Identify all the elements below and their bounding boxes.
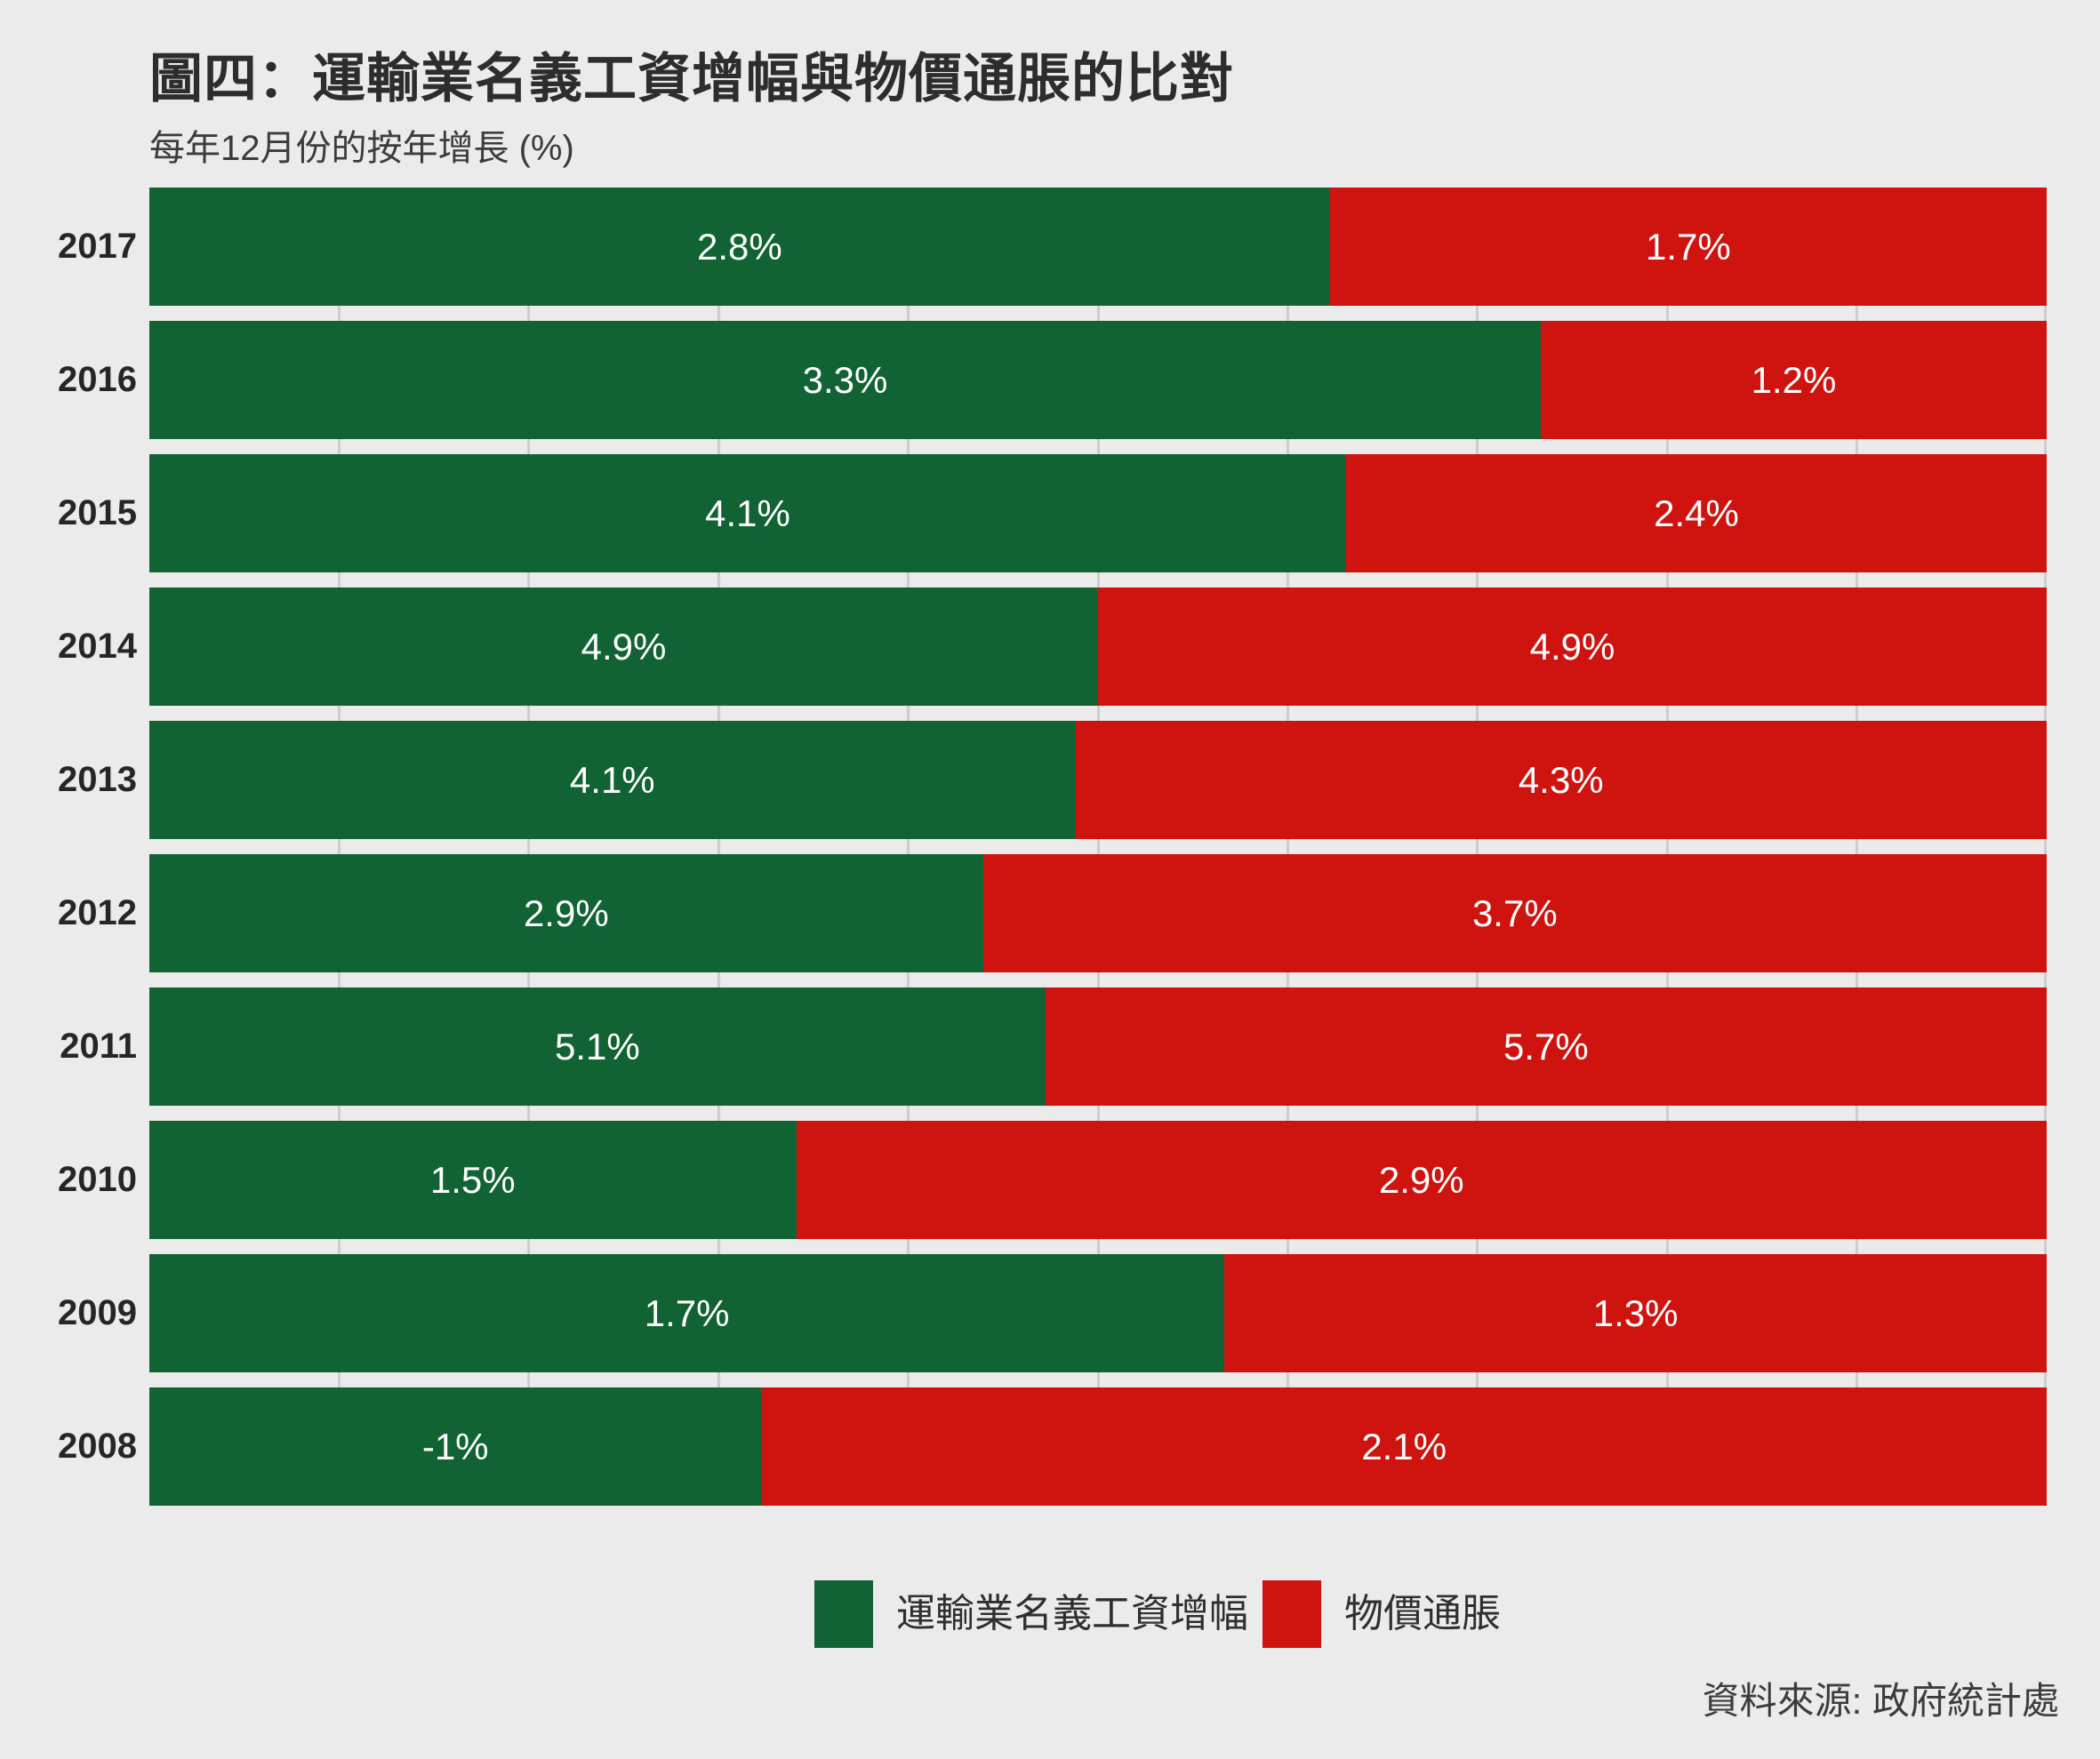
- inflation-value-label: 1.7%: [1646, 225, 1731, 268]
- chart-row: 2013 4.1% 4.3%: [0, 721, 2100, 839]
- bar-track: 2.8% 1.7%: [149, 188, 2047, 306]
- inflation-value-label: 2.1%: [1361, 1425, 1447, 1467]
- inflation-legend-swatch: [1262, 1580, 1321, 1648]
- year-label: 2009: [58, 1293, 137, 1332]
- wage-legend-label: 運輸業名義工資增幅: [896, 1592, 1248, 1635]
- chart-row: 2011 5.1% 5.7%: [0, 987, 2100, 1106]
- inflation-value-label: 2.9%: [1378, 1158, 1464, 1201]
- bar-track: 2.9% 3.7%: [149, 854, 2047, 972]
- inflation-bar-segment: 2.9%: [796, 1121, 2047, 1239]
- chart-row: 2008 -1% 2.1%: [0, 1387, 2100, 1506]
- chart-row: 2012 2.9% 3.7%: [0, 854, 2100, 972]
- page-title: 圖四：運輸業名義工資增幅與物價通脹的比對: [149, 49, 1234, 108]
- bar-track: 4.9% 4.9%: [149, 588, 2047, 706]
- inflation-value-label: 1.3%: [1592, 1291, 1679, 1334]
- wage-value-label: 1.7%: [644, 1291, 730, 1334]
- gridline: [717, 188, 720, 1506]
- wage-bar-segment: 5.1%: [149, 987, 1046, 1106]
- wage-bar-segment: 1.7%: [149, 1254, 1225, 1372]
- inflation-bar-segment: 1.7%: [1329, 188, 2047, 306]
- chart-row: 2015 4.1% 2.4%: [0, 454, 2100, 572]
- year-label: 2012: [58, 893, 137, 932]
- inflation-value-label: 4.3%: [1518, 758, 1604, 801]
- wage-bar-segment: 2.9%: [149, 854, 983, 972]
- wage-value-label: 4.9%: [581, 625, 667, 668]
- gridline: [1286, 188, 1289, 1506]
- inflation-bar-segment: 4.9%: [1098, 588, 2047, 706]
- chart-legend: 運輸業名義工資增幅 物價通脹: [814, 1580, 1501, 1648]
- wage-value-label: 1.5%: [429, 1158, 516, 1201]
- year-label: 2016: [58, 360, 137, 399]
- chart-row: 2010 1.5% 2.9%: [0, 1121, 2100, 1239]
- gridline: [2044, 188, 2047, 1506]
- chart-rows: 2017 2.8% 1.7% 2016 3.3% 1.2% 2015 4.1% 2.4% 2014…: [0, 188, 2100, 1521]
- wage-bar-segment: 2.8%: [149, 188, 1330, 306]
- chart-row: 2009 1.7% 1.3%: [0, 1254, 2100, 1372]
- legend-item-wage: 運輸業名義工資增幅: [814, 1580, 1248, 1648]
- year-label: 2010: [58, 1160, 137, 1199]
- bar-track: 1.7% 1.3%: [149, 1254, 2047, 1372]
- wage-bar-segment: 4.9%: [149, 588, 1098, 706]
- inflation-value-label: 5.7%: [1503, 1025, 1589, 1067]
- wage-legend-swatch: [814, 1580, 873, 1648]
- inflation-legend-label: 物價通脹: [1344, 1592, 1501, 1635]
- data-source-note: 資料來源: 政府統計處: [1702, 1680, 2059, 1722]
- inflation-bar-segment: 2.1%: [761, 1387, 2047, 1506]
- gridline-layer: [149, 188, 2047, 1506]
- bar-track: 5.1% 5.7%: [149, 987, 2047, 1106]
- year-label: 2011: [60, 1027, 137, 1066]
- wage-value-label: 4.1%: [705, 492, 790, 534]
- inflation-bar-segment: 3.7%: [982, 854, 2047, 972]
- inflation-value-label: 3.7%: [1471, 891, 1558, 934]
- chart-row: 2017 2.8% 1.7%: [0, 188, 2100, 306]
- wage-value-label: 5.1%: [554, 1025, 640, 1067]
- wage-bar-segment: 4.1%: [149, 454, 1347, 572]
- year-label: 2013: [58, 760, 137, 799]
- year-label: 2017: [58, 227, 137, 266]
- wage-value-label: 4.1%: [569, 758, 655, 801]
- wage-value-label: -1%: [421, 1425, 489, 1467]
- inflation-value-label: 4.9%: [1529, 625, 1615, 668]
- gridline: [907, 188, 910, 1506]
- wage-bar-segment: 4.1%: [149, 721, 1076, 839]
- wage-value-label: 2.8%: [697, 225, 782, 268]
- gridline: [527, 188, 531, 1506]
- bar-track: 4.1% 2.4%: [149, 454, 2047, 572]
- gridline: [1856, 188, 1859, 1506]
- wage-value-label: 2.9%: [523, 891, 609, 934]
- year-label: 2014: [58, 627, 137, 666]
- wage-bar-segment: 1.5%: [149, 1121, 797, 1239]
- inflation-bar-segment: 1.3%: [1224, 1254, 2047, 1372]
- gridline: [1096, 188, 1100, 1506]
- wage-bar-segment: 3.3%: [149, 321, 1541, 439]
- gridline: [337, 188, 341, 1506]
- legend-item-inflation: 物價通脹: [1262, 1580, 1501, 1648]
- wage-bar-segment: -1%: [149, 1387, 762, 1506]
- inflation-bar-segment: 2.4%: [1346, 454, 2047, 572]
- chart-row: 2014 4.9% 4.9%: [0, 588, 2100, 706]
- wage-value-label: 3.3%: [802, 358, 888, 401]
- bar-track: -1% 2.1%: [149, 1387, 2047, 1506]
- inflation-bar-segment: 4.3%: [1075, 721, 2047, 839]
- year-label: 2008: [58, 1427, 137, 1466]
- chart-row: 2016 3.3% 1.2%: [0, 321, 2100, 439]
- gridline: [1476, 188, 1479, 1506]
- inflation-bar-segment: 1.2%: [1540, 321, 2047, 439]
- bar-track: 4.1% 4.3%: [149, 721, 2047, 839]
- bar-track: 3.3% 1.2%: [149, 321, 2047, 439]
- gridline: [1665, 188, 1669, 1506]
- inflation-bar-segment: 5.7%: [1045, 987, 2047, 1106]
- chart-subtitle: 每年12月份的按年增長 (%): [149, 129, 574, 168]
- year-label: 2015: [58, 493, 137, 532]
- inflation-value-label: 2.4%: [1654, 492, 1739, 534]
- bar-track: 1.5% 2.9%: [149, 1121, 2047, 1239]
- inflation-value-label: 1.2%: [1751, 358, 1837, 401]
